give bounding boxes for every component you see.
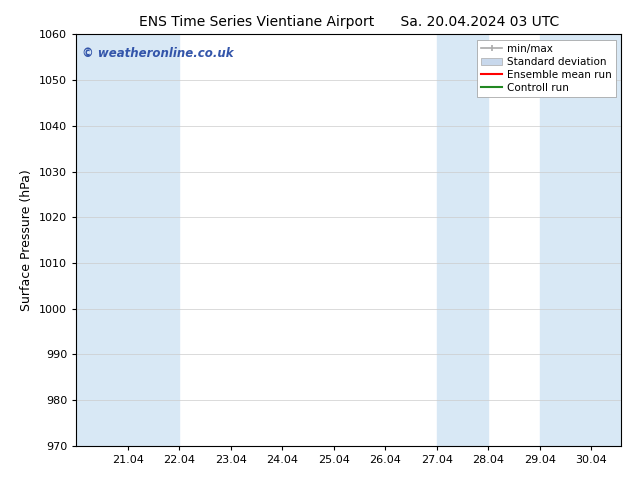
Bar [127,34,179,446]
Bar [540,34,621,446]
Bar [437,34,488,446]
Bar [76,34,127,446]
Title: ENS Time Series Vientiane Airport      Sa. 20.04.2024 03 UTC: ENS Time Series Vientiane Airport Sa. 20… [139,15,559,29]
Y-axis label: Surface Pressure (hPa): Surface Pressure (hPa) [20,169,34,311]
Text: © weatheronline.co.uk: © weatheronline.co.uk [82,47,233,60]
Legend: min/max, Standard deviation, Ensemble mean run, Controll run: min/max, Standard deviation, Ensemble me… [477,40,616,97]
